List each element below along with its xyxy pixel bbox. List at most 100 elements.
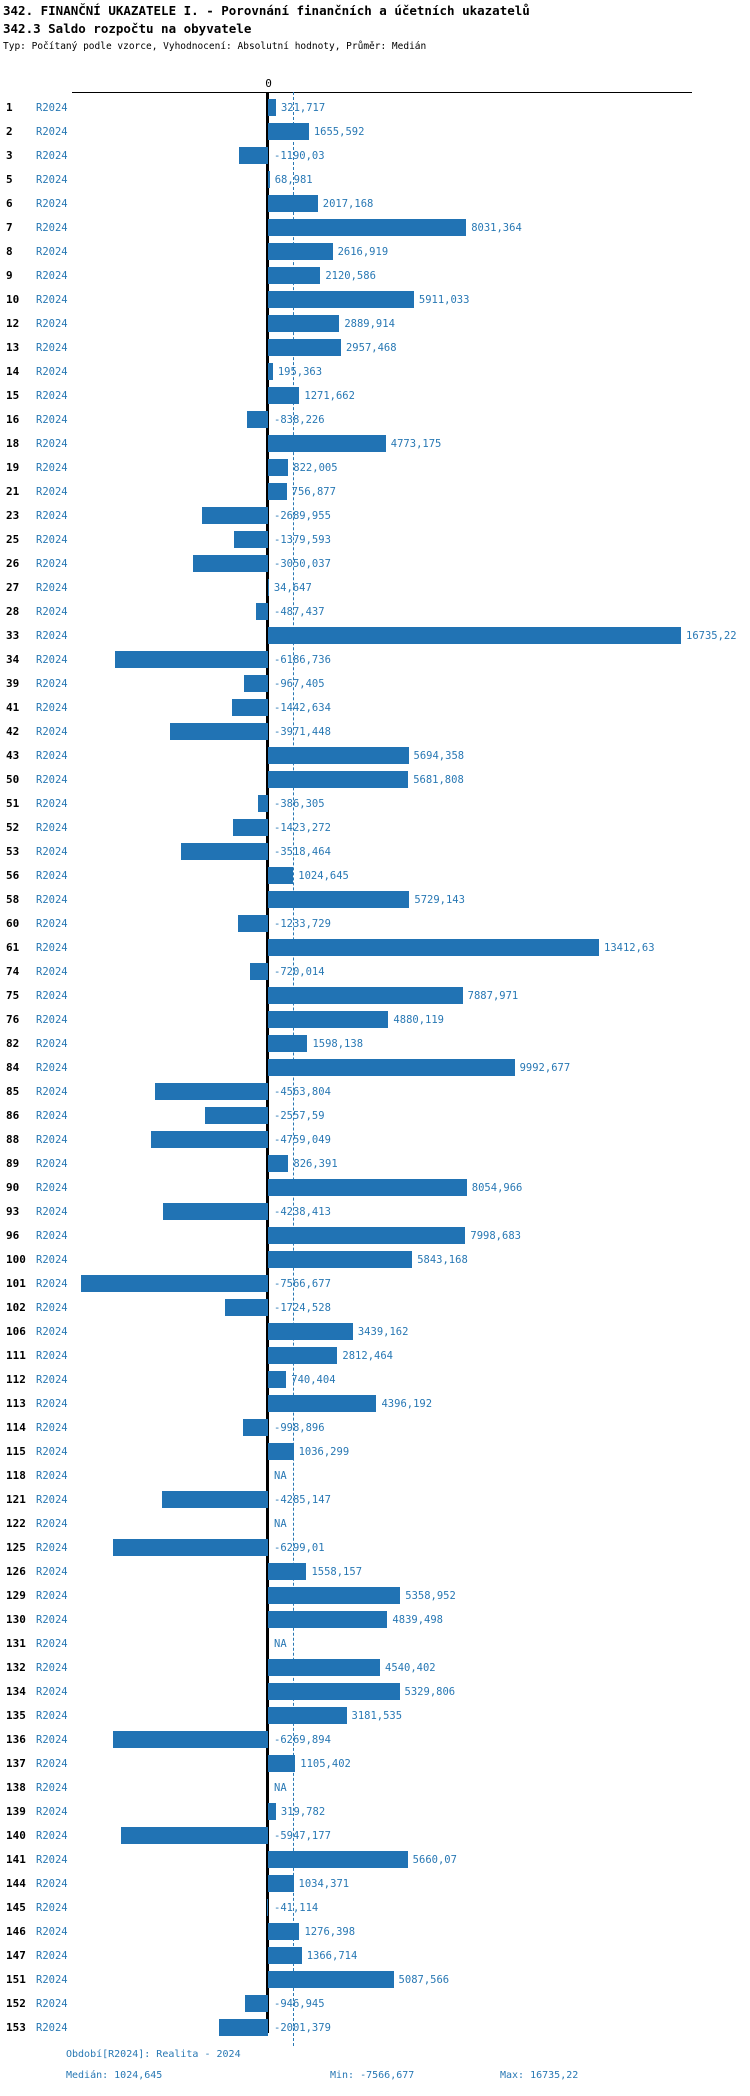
positive-bar xyxy=(268,1707,347,1724)
positive-bar xyxy=(268,1371,287,1388)
positive-bar xyxy=(268,1011,389,1028)
positive-bar xyxy=(268,1227,466,1244)
row-number: 135 xyxy=(6,1709,26,1722)
chart-row: 85 R2024 -4563,804 xyxy=(0,1080,750,1104)
chart-row: 7 R2024 8031,364 xyxy=(0,216,750,240)
row-series-label: R2024 xyxy=(36,1638,68,1650)
bar-value-label: -1233,729 xyxy=(274,918,331,930)
chart-row: 33 R2024 16735,22 xyxy=(0,624,750,648)
chart-row: 126 R2024 1558,157 xyxy=(0,1560,750,1584)
row-number: 106 xyxy=(6,1325,26,1338)
row-number: 89 xyxy=(6,1157,20,1170)
row-series-label: R2024 xyxy=(36,1014,68,1026)
bar-value-label: 3439,162 xyxy=(357,1326,409,1338)
row-number: 52 xyxy=(6,821,20,834)
row-number: 5 xyxy=(6,173,13,186)
row-series-label: R2024 xyxy=(36,750,68,762)
bar-value-label: 1558,157 xyxy=(311,1566,363,1578)
bar-value-label: -1423,272 xyxy=(274,822,331,834)
bar-value-label: -4563,804 xyxy=(274,1086,331,1098)
bar-value-label: -2689,955 xyxy=(274,510,331,522)
negative-bar xyxy=(233,531,268,548)
row-series-label: R2024 xyxy=(36,1206,68,1218)
negative-bar xyxy=(244,1995,268,2012)
negative-bar xyxy=(150,1131,268,1148)
row-number: 130 xyxy=(6,1613,26,1626)
positive-bar xyxy=(268,939,599,956)
row-number: 74 xyxy=(6,965,20,978)
bar-value-label: 16735,22 xyxy=(686,630,737,642)
chart-row: 74 R2024 -720,014 xyxy=(0,960,750,984)
chart-row: 144 R2024 1034,371 xyxy=(0,1872,750,1896)
row-series-label: R2024 xyxy=(36,126,68,138)
row-series-label: R2024 xyxy=(36,1566,68,1578)
bar-value-label: -5947,177 xyxy=(274,1830,331,1842)
row-number: 101 xyxy=(6,1277,26,1290)
chart-row: 2 R2024 1655,592 xyxy=(0,120,750,144)
negative-bar xyxy=(255,603,268,620)
chart-row: 131 R2024 NA xyxy=(0,1632,750,1656)
row-number: 82 xyxy=(6,1037,20,1050)
row-series-label: R2024 xyxy=(36,1350,68,1362)
row-number: 18 xyxy=(6,437,20,450)
positive-bar xyxy=(268,627,681,644)
negative-bar xyxy=(113,1731,268,1748)
row-series-label: R2024 xyxy=(36,1278,68,1290)
row-number: 41 xyxy=(6,701,20,714)
negative-bar xyxy=(258,795,268,812)
negative-bar xyxy=(247,411,268,428)
row-number: 10 xyxy=(6,293,20,306)
row-number: 84 xyxy=(6,1061,20,1074)
row-number: 147 xyxy=(6,1949,26,1962)
bar-value-label: -2557,59 xyxy=(274,1110,325,1122)
row-series-label: R2024 xyxy=(36,990,68,1002)
chart-row: 12 R2024 2889,914 xyxy=(0,312,750,336)
row-number: 146 xyxy=(6,1925,26,1938)
positive-bar xyxy=(268,1563,307,1580)
bar-value-label: 822,005 xyxy=(293,462,338,474)
row-number: 152 xyxy=(6,1997,26,2010)
bar-value-label: 1366,714 xyxy=(306,1950,358,1962)
bar-value-label: 3181,535 xyxy=(351,1710,403,1722)
bar-value-label: -2001,379 xyxy=(274,2022,331,2034)
chart-row: 118 R2024 NA xyxy=(0,1464,750,1488)
row-number: 115 xyxy=(6,1445,26,1458)
negative-bar xyxy=(225,1299,268,1316)
bar-value-label: 8054,966 xyxy=(471,1182,523,1194)
chart-row: 15 R2024 1271,662 xyxy=(0,384,750,408)
row-number: 131 xyxy=(6,1637,26,1650)
bar-value-label: 2017,168 xyxy=(322,198,374,210)
row-series-label: R2024 xyxy=(36,606,68,618)
positive-bar xyxy=(268,1683,400,1700)
bar-value-label: 1271,662 xyxy=(304,390,355,402)
chart-row: 86 R2024 -2557,59 xyxy=(0,1104,750,1128)
bar-value-label: 2616,919 xyxy=(337,246,389,258)
bar-value-label: -838,226 xyxy=(274,414,325,426)
bar-value-label: 1655,592 xyxy=(313,126,365,138)
positive-bar xyxy=(268,219,467,236)
bar-value-label: 1598,138 xyxy=(312,1038,364,1050)
row-number: 88 xyxy=(6,1133,20,1146)
row-series-label: R2024 xyxy=(36,1398,68,1410)
row-number: 53 xyxy=(6,845,20,858)
chart-row: 26 R2024 -3050,037 xyxy=(0,552,750,576)
row-number: 1 xyxy=(6,101,13,114)
bar-value-label: -3971,448 xyxy=(274,726,331,738)
chart-row: 137 R2024 1105,402 xyxy=(0,1752,750,1776)
chart-row: 102 R2024 -1724,528 xyxy=(0,1296,750,1320)
bar-value-label: 319,782 xyxy=(280,1806,326,1818)
row-number: 6 xyxy=(6,197,13,210)
row-series-label: R2024 xyxy=(36,1254,68,1266)
chart-row: 82 R2024 1598,138 xyxy=(0,1032,750,1056)
row-number: 23 xyxy=(6,509,20,522)
row-number: 112 xyxy=(6,1373,26,1386)
row-series-label: R2024 xyxy=(36,1326,68,1338)
bar-value-label: 5681,808 xyxy=(413,774,464,786)
row-number: 13 xyxy=(6,341,20,354)
chart-row: 141 R2024 5660,07 xyxy=(0,1848,750,1872)
chart-row: 21 R2024 756,877 xyxy=(0,480,750,504)
row-number: 153 xyxy=(6,2021,26,2034)
positive-bar xyxy=(268,315,340,332)
chart-row: 13 R2024 2957,468 xyxy=(0,336,750,360)
row-number: 25 xyxy=(6,533,20,546)
